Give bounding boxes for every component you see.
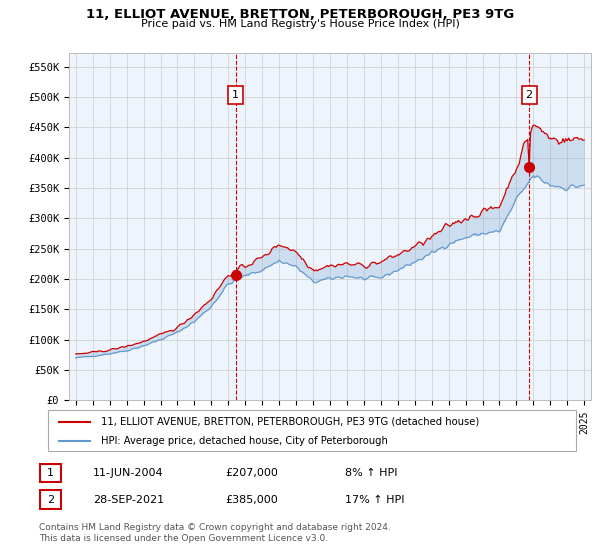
Text: 11, ELLIOT AVENUE, BRETTON, PETERBOROUGH, PE3 9TG (detached house): 11, ELLIOT AVENUE, BRETTON, PETERBOROUGH… <box>101 417 479 427</box>
Text: 28-SEP-2021: 28-SEP-2021 <box>93 494 164 505</box>
FancyBboxPatch shape <box>48 410 576 451</box>
Text: 1: 1 <box>47 468 54 478</box>
Text: 2: 2 <box>526 90 533 100</box>
Text: Contains HM Land Registry data © Crown copyright and database right 2024.
This d: Contains HM Land Registry data © Crown c… <box>39 524 391 543</box>
Text: 2: 2 <box>47 494 54 505</box>
Text: Price paid vs. HM Land Registry's House Price Index (HPI): Price paid vs. HM Land Registry's House … <box>140 19 460 29</box>
Text: £385,000: £385,000 <box>225 494 278 505</box>
Text: 11-JUN-2004: 11-JUN-2004 <box>93 468 164 478</box>
Text: 11, ELLIOT AVENUE, BRETTON, PETERBOROUGH, PE3 9TG: 11, ELLIOT AVENUE, BRETTON, PETERBOROUGH… <box>86 8 514 21</box>
Text: 8% ↑ HPI: 8% ↑ HPI <box>345 468 398 478</box>
FancyBboxPatch shape <box>40 491 61 508</box>
Text: 17% ↑ HPI: 17% ↑ HPI <box>345 494 404 505</box>
FancyBboxPatch shape <box>40 464 61 482</box>
Text: HPI: Average price, detached house, City of Peterborough: HPI: Average price, detached house, City… <box>101 436 388 446</box>
Text: £207,000: £207,000 <box>225 468 278 478</box>
Text: 1: 1 <box>232 90 239 100</box>
